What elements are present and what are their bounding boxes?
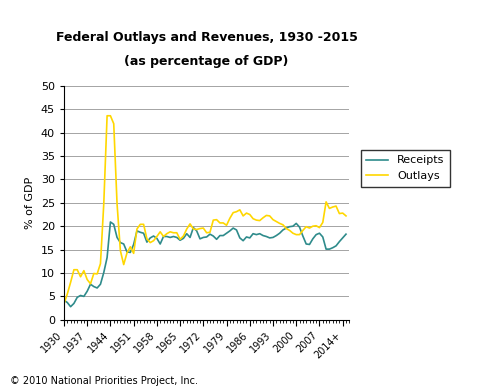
Outlays [67, 280, 73, 285]
Outlays [104, 113, 110, 118]
Receipts [94, 285, 100, 290]
Receipts [71, 301, 77, 306]
Receipts [307, 242, 312, 247]
Receipts [67, 304, 73, 309]
Text: (as percentage of GDP): (as percentage of GDP) [124, 55, 289, 67]
Outlays [91, 271, 97, 276]
Outlays [303, 224, 309, 229]
Outlays [343, 214, 349, 218]
Y-axis label: % of GDP: % of GDP [25, 177, 35, 229]
Text: © 2010 National Priorities Project, Inc.: © 2010 National Priorities Project, Inc. [10, 376, 198, 386]
Outlays [200, 226, 206, 230]
Receipts [107, 220, 113, 224]
Receipts [61, 298, 67, 303]
Receipts [204, 235, 210, 239]
Receipts [283, 226, 289, 230]
Receipts [343, 232, 349, 236]
Outlays [61, 301, 67, 306]
Line: Outlays: Outlays [64, 116, 346, 304]
Text: Federal Outlays and Revenues, 1930 -2015: Federal Outlays and Revenues, 1930 -2015 [56, 31, 358, 44]
Outlays [74, 268, 80, 272]
Receipts [78, 293, 84, 298]
Outlays [280, 222, 286, 227]
Line: Receipts: Receipts [64, 222, 346, 307]
Legend: Receipts, Outlays: Receipts, Outlays [361, 150, 450, 186]
